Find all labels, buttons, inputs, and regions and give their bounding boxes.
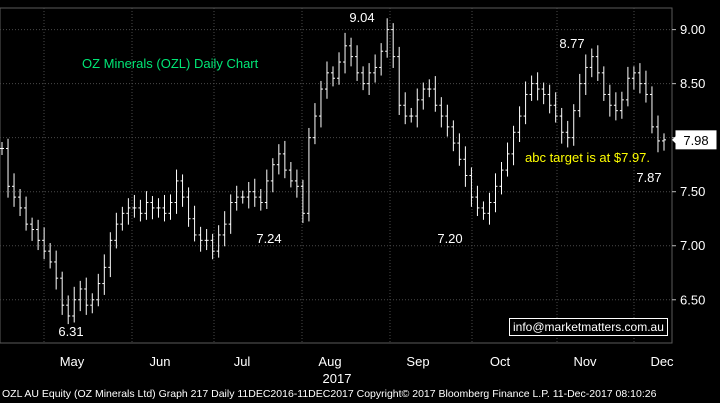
- last-price-pointer: [672, 135, 676, 144]
- footer-text: OZL AU Equity (OZ Minerals Ltd) Graph 21…: [0, 386, 720, 403]
- y-tick-label: 7.50: [680, 184, 705, 199]
- price-annotation: 7.20: [437, 231, 462, 246]
- price-chart: 6.507.007.508.008.509.00MayJunJulAugSepO…: [0, 7, 717, 386]
- price-annotation: 7.24: [256, 231, 281, 246]
- x-tick-label: Oct: [490, 354, 511, 369]
- x-tick-label: Aug: [318, 354, 341, 369]
- x-tick-label: Jul: [234, 354, 251, 369]
- target-label: abc target is at $7.97.: [525, 150, 650, 165]
- price-annotation: 6.31: [58, 324, 83, 339]
- price-annotation: 8.77: [559, 36, 584, 51]
- y-tick-label: 8.50: [680, 76, 705, 91]
- x-tick-label: Nov: [573, 354, 597, 369]
- x-tick-label: Jun: [150, 354, 171, 369]
- x-tick-label: Sep: [406, 354, 429, 369]
- plot-frame: [0, 7, 673, 344]
- y-tick-label: 9.00: [680, 22, 705, 37]
- y-tick-label: 6.50: [680, 292, 705, 307]
- x-tick-label: Dec: [650, 354, 674, 369]
- email-label: info@marketmatters.com.au: [509, 318, 668, 336]
- y-tick-label: 7.00: [680, 238, 705, 253]
- last-price-label: 7.98: [683, 133, 708, 148]
- price-annotation: 9.04: [349, 10, 374, 25]
- year-label: 2017: [323, 371, 352, 386]
- x-tick-label: May: [60, 354, 85, 369]
- chart-title: OZ Minerals (OZL) Daily Chart: [82, 56, 259, 71]
- price-annotation: 7.87: [636, 170, 661, 185]
